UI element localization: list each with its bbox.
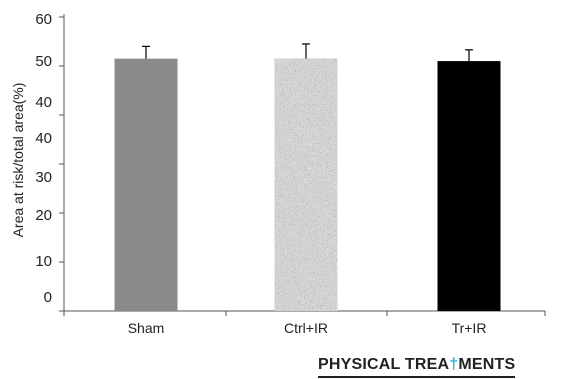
bar-tr-ir [437, 61, 501, 311]
figure-icon: † [449, 356, 459, 373]
y-tick-label: 50 [35, 53, 52, 70]
bar-ctrl-ir [274, 58, 338, 312]
x-tick-label: Tr+IR [452, 320, 487, 336]
y-axis-label: Area at risk/total area(%) [10, 83, 26, 238]
y-tick-labels: 0 10 20 30 40 40 50 60 [35, 11, 52, 306]
bar-sham [114, 58, 178, 312]
y-tick-label: 10 [35, 253, 52, 270]
x-tick-label: Sham [128, 320, 165, 336]
x-tick-labels: Sham Ctrl+IR Tr+IR [128, 320, 487, 336]
y-tick-label: 40 [35, 130, 52, 147]
y-tick-label: 0 [44, 289, 52, 306]
y-tick-label: 20 [35, 207, 52, 224]
bars [114, 43, 501, 312]
y-tick-label: 60 [35, 11, 52, 28]
y-tick-label: 30 [35, 169, 52, 186]
x-tick-label: Ctrl+IR [284, 320, 328, 336]
publisher-logo: PHYSICAL TREA†MENTS [318, 356, 516, 378]
y-tick-label: 40 [35, 94, 52, 111]
